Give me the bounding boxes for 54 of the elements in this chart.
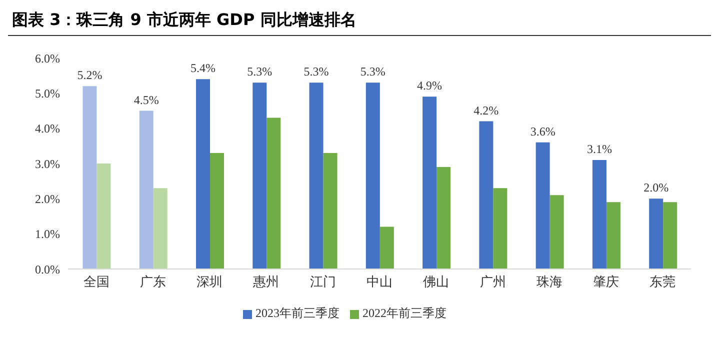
data-label: 5.3%	[304, 64, 329, 79]
bar	[153, 188, 168, 269]
y-tick-label: 1.0%	[35, 227, 60, 242]
bar	[309, 82, 324, 269]
data-label: 5.4%	[190, 61, 216, 76]
data-label: 4.5%	[134, 92, 159, 107]
y-tick-label: 5.0%	[35, 86, 60, 100]
bar	[196, 79, 210, 269]
bar	[380, 226, 394, 269]
y-tick-label: 2.0%	[35, 192, 60, 206]
data-label: 5.2%	[77, 68, 102, 82]
x-tick-label: 东莞	[650, 274, 676, 290]
bar	[606, 202, 620, 269]
bar	[210, 152, 224, 269]
bar	[252, 82, 267, 269]
bar	[266, 118, 281, 269]
x-tick-label: 肇庆	[593, 274, 620, 290]
bar	[139, 110, 154, 269]
data-label: 5.3%	[360, 64, 386, 79]
bar	[82, 86, 97, 269]
y-tick-label: 4.0%	[35, 122, 60, 136]
data-label: 2.0%	[644, 180, 669, 195]
bar	[536, 142, 550, 269]
data-label: 3.6%	[530, 124, 556, 138]
x-tick-label: 珠海	[536, 274, 562, 290]
x-tick-label: 佛山	[423, 274, 450, 290]
y-tick-label: 3.0%	[35, 156, 60, 171]
x-tick-label: 全国	[83, 274, 110, 290]
legend-label: 2022年前三季度	[362, 306, 446, 320]
bar	[422, 96, 437, 269]
y-tick-label: 0.0%	[35, 262, 60, 276]
bar	[479, 121, 494, 269]
bar	[323, 152, 338, 269]
data-label: 4.9%	[417, 78, 442, 93]
data-label: 5.3%	[247, 64, 272, 79]
bar	[649, 198, 664, 269]
data-label: 3.1%	[586, 142, 612, 156]
bar	[592, 160, 606, 269]
x-tick-label: 广州	[480, 274, 506, 290]
x-tick-label: 广东	[140, 274, 166, 290]
bar	[96, 164, 111, 269]
chart-title: 图表 3：珠三角 9 市近两年 GDP 同比增速排名	[8, 8, 711, 36]
y-tick-label: 6.0%	[35, 51, 60, 66]
bar	[493, 188, 508, 269]
bar	[550, 195, 564, 269]
x-tick-label: 江门	[310, 274, 336, 290]
bar	[366, 82, 380, 269]
legend-label: 2023年前三季度	[256, 306, 340, 320]
bar	[436, 167, 451, 269]
x-tick-label: 惠州	[252, 274, 280, 290]
x-tick-label: 中山	[366, 274, 392, 290]
bar	[663, 202, 678, 269]
data-label: 4.2%	[474, 103, 499, 118]
x-tick-label: 深圳	[196, 274, 223, 290]
